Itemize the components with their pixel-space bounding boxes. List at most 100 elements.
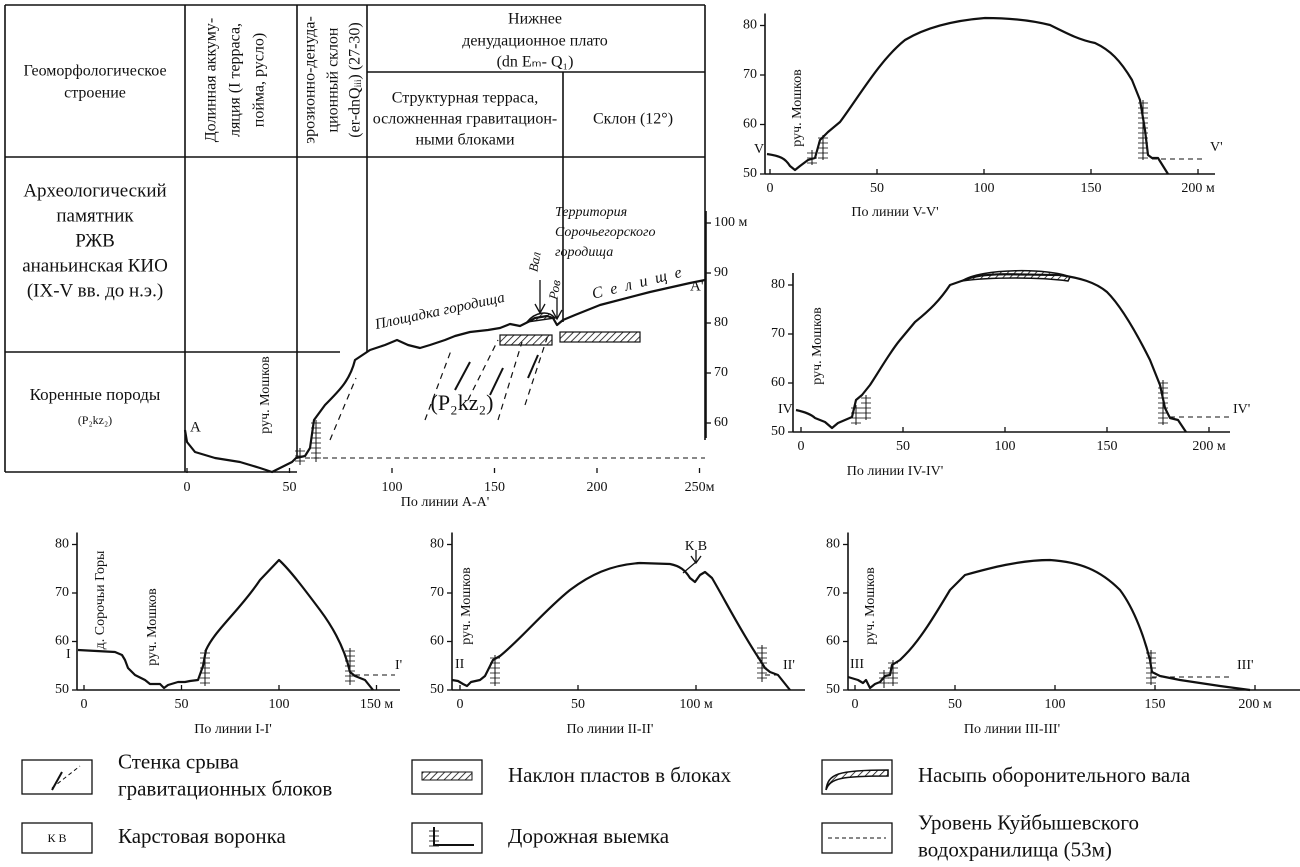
legend-box	[821, 822, 893, 854]
column-label: Структурная терраса,	[392, 90, 538, 107]
column-label: Склон (12°)	[593, 111, 673, 128]
y-tick-label: 100 м	[714, 215, 748, 230]
column-label: Долинная аккуму-	[203, 18, 220, 143]
y-tick-label: 80	[714, 315, 728, 330]
x-tick-label: 150	[484, 480, 505, 495]
y-tick-label: 80	[430, 537, 444, 552]
y-tick-label: 50	[743, 166, 757, 181]
profile-label: IV'	[1233, 402, 1250, 417]
profile-line	[766, 16, 1169, 175]
profile-label: A	[190, 419, 201, 435]
profile-label: руч. Мошков	[258, 356, 273, 434]
profile-label: IV	[778, 402, 793, 417]
row-label: строение	[64, 85, 126, 102]
legend: Стенка срыва гравитационных блоков К В Карс…	[21, 749, 1191, 861]
x-tick-label: 200 м	[1192, 439, 1226, 454]
profile-label: Площадка городища	[373, 290, 507, 333]
profile-label: II	[455, 657, 465, 672]
legend-item: Уровень Куйбышевского водохранилища (53м)	[821, 810, 1139, 861]
x-tick-label: 250м	[685, 480, 715, 495]
legend-label: Карстовая воронка	[118, 824, 287, 848]
x-tick-label: 50	[175, 697, 189, 712]
y-tick-label: 70	[743, 67, 757, 82]
y-tick-label: 70	[55, 585, 69, 600]
profile-label: городища	[555, 245, 613, 260]
x-tick-label: 50	[896, 439, 910, 454]
x-tick-label: 150	[1097, 439, 1118, 454]
profile-title: По линии III-III'	[964, 722, 1060, 737]
x-tick-label: 100	[1045, 697, 1066, 712]
profile-title: По линии V-V'	[851, 205, 938, 220]
y-tick-label: 50	[55, 682, 69, 697]
profile-label: I	[66, 647, 71, 662]
legend-label: Дорожная выемка	[508, 824, 670, 848]
profile: 0 50 100 150 м 50 60 70 80 I I' руч. Мошков д. Соро…	[55, 532, 402, 737]
legend-label: Стенка срыва	[118, 749, 239, 773]
symbol	[825, 769, 889, 791]
legend-item: Стенка срыва гравитационных блоков	[21, 749, 332, 800]
row-label: ананьинская КИО	[22, 255, 168, 276]
row-label: (P₂kz₂)	[78, 413, 112, 427]
y-tick-label: 70	[771, 326, 785, 341]
x-tick-label: 0	[457, 697, 464, 712]
x-tick-label: 200 м	[1238, 697, 1272, 712]
x-tick-label: 100	[995, 439, 1016, 454]
column-label: Нижнее	[508, 11, 562, 28]
profile-label: руч. Мошков	[790, 69, 805, 147]
y-tick-label: 50	[771, 424, 785, 439]
profile-label: A'	[690, 278, 704, 294]
x-tick-label: 50	[283, 480, 297, 495]
x-tick-label: 0	[81, 697, 88, 712]
symbol	[51, 765, 81, 789]
profile-line	[451, 561, 791, 691]
profile: 0 50 100 150 200 м 50 60 70 80 III III' руч. Мошков…	[826, 532, 1300, 737]
profile-label: Вал	[525, 250, 543, 273]
legend-item: К В Карстовая воронка	[21, 822, 287, 854]
x-tick-label: 0	[184, 480, 191, 495]
x-tick-label: 150	[1145, 697, 1166, 712]
profile-title: По линии I-I'	[194, 722, 272, 737]
profile-label: руч. Мошков	[145, 588, 160, 666]
legend-item: Насыпь оборонительного вала	[821, 759, 1191, 795]
legend-label: Уровень Куйбышевского	[918, 810, 1139, 834]
legend-symbol: К В	[47, 831, 66, 845]
y-tick-label: 80	[826, 537, 840, 552]
y-tick-label: 80	[55, 537, 69, 552]
profile-title: По линии II-II'	[567, 722, 654, 737]
y-tick-label: 70	[826, 585, 840, 600]
x-tick-label: 100	[382, 480, 403, 495]
legend-item: Наклон пластов в блоках	[411, 759, 732, 795]
x-tick-label: 100	[269, 697, 290, 712]
profile: 0 50 100 150 200 м 50 60 70 80 IV IV' руч. Мошков По…	[771, 273, 1250, 479]
x-tick-label: 0	[798, 439, 805, 454]
profile-line	[77, 558, 374, 691]
legend-box	[411, 822, 483, 854]
profile-title: По линии A-A'	[401, 495, 489, 510]
profile-label: С е л и щ е	[590, 264, 685, 303]
x-tick-label: 100 м	[679, 697, 713, 712]
x-tick-label: 100	[974, 181, 995, 196]
profile-label: руч. Мошков	[810, 307, 825, 385]
column-label: эрозионно-денуда-	[302, 16, 319, 144]
column-label: осложненная гравитацион-	[373, 111, 557, 128]
profile: 0 50 100 150 200 250м 100 м 90 80 70 60 A A' руч. Мош…	[184, 205, 748, 510]
y-tick-label: 60	[430, 634, 444, 649]
profile-label: V'	[1210, 140, 1223, 155]
x-tick-label: 150	[1081, 181, 1102, 196]
symbol	[51, 771, 63, 791]
symbol	[433, 827, 474, 846]
profile-label: руч. Мошков	[459, 567, 474, 645]
profile-decor	[329, 269, 1072, 574]
y-tick-label: 60	[55, 634, 69, 649]
column-label: ционный склон	[325, 27, 342, 132]
y-tick-label: 70	[430, 585, 444, 600]
profile: 0 50 100 150 200 м 50 60 70 80 V V' руч. Мошков По л…	[743, 13, 1223, 220]
table-grid	[4, 4, 706, 473]
y-tick-label: 50	[430, 682, 444, 697]
x-tick-label: 0	[767, 181, 774, 196]
profile-label: V	[754, 142, 764, 157]
row-label: РЖВ	[75, 230, 115, 251]
column-label: пойма, русло)	[251, 33, 268, 127]
row-label: Геоморфологическое	[23, 63, 166, 80]
